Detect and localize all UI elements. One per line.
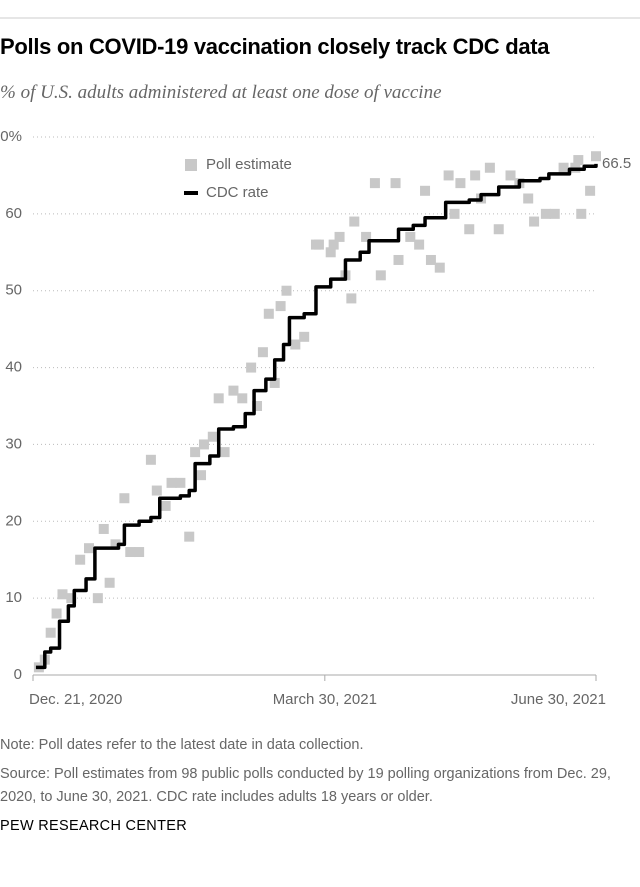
poll-point	[334, 231, 345, 242]
poll-point	[45, 627, 56, 638]
poll-point	[213, 393, 224, 404]
poll-point	[369, 178, 380, 189]
note: Note: Poll dates refer to the latest dat…	[0, 737, 364, 753]
poll-point	[275, 301, 286, 312]
poll-point	[591, 151, 601, 162]
poll-point	[98, 523, 109, 534]
poll-point	[455, 178, 466, 189]
poll-point	[443, 170, 454, 181]
poll-point	[449, 208, 460, 219]
poll-point	[166, 477, 177, 488]
poll-point	[425, 254, 436, 265]
y-tick-label: 10	[5, 589, 22, 606]
poll-point	[198, 439, 209, 450]
poll-point	[119, 493, 130, 504]
poll-point	[414, 239, 425, 250]
poll-point	[281, 285, 292, 296]
poll-point	[484, 162, 495, 173]
poll-point	[219, 447, 230, 458]
poll-point	[390, 178, 401, 189]
poll-point	[325, 247, 336, 258]
poll-point	[228, 385, 239, 396]
poll-point	[207, 431, 218, 442]
poll-point	[375, 270, 386, 281]
poll-point	[328, 239, 339, 250]
poll-point	[573, 155, 584, 166]
poll-point	[75, 554, 86, 565]
poll-point	[585, 185, 596, 196]
poll-point	[405, 231, 416, 242]
poll-point	[470, 170, 481, 181]
poll-point	[393, 254, 404, 265]
poll-point	[66, 593, 77, 604]
poll-point	[549, 208, 560, 219]
credit: PEW RESEARCH CENTER	[0, 818, 187, 834]
poll-point	[190, 447, 201, 458]
poll-point	[134, 547, 145, 558]
poll-point	[523, 193, 534, 204]
y-tick-label: 40	[5, 359, 22, 376]
poll-point	[349, 216, 360, 227]
poll-point	[346, 293, 357, 304]
poll-point	[257, 347, 268, 358]
poll-point	[529, 216, 540, 227]
y-tick-label: 60	[5, 205, 22, 222]
y-tick-label: 30	[5, 435, 22, 452]
y-tick-label: 0	[14, 666, 22, 683]
poll-point	[246, 362, 257, 373]
poll-point	[51, 608, 62, 619]
poll-point	[540, 208, 551, 219]
legend-swatch	[185, 159, 197, 171]
x-tick-label: March 30, 2021	[273, 691, 377, 708]
value-label: 66.5	[602, 155, 631, 172]
poll-point	[151, 485, 162, 496]
y-tick-label: 20	[5, 512, 22, 529]
legend-label: Poll estimate	[206, 156, 292, 173]
poll-point	[237, 393, 248, 404]
x-tick-label: June 30, 2021	[511, 691, 606, 708]
poll-point	[145, 454, 156, 465]
chart-title: Polls on COVID-19 vaccination closely tr…	[0, 34, 550, 59]
poll-point	[361, 231, 372, 242]
poll-point	[92, 593, 103, 604]
chart-subtitle: % of U.S. adults administered at least o…	[0, 82, 442, 103]
poll-point	[299, 331, 310, 342]
y-tick-label: 50	[5, 282, 22, 299]
poll-point	[160, 500, 171, 511]
poll-point	[125, 547, 136, 558]
poll-point	[558, 162, 569, 173]
poll-point	[104, 577, 115, 588]
poll-point	[505, 170, 516, 181]
poll-point	[493, 224, 504, 235]
poll-point	[290, 339, 301, 350]
poll-point	[57, 589, 68, 600]
poll-point	[313, 239, 324, 250]
poll-point	[84, 543, 95, 554]
poll-point	[420, 185, 431, 196]
poll-point	[434, 262, 445, 273]
y-tick-label: 70%	[0, 128, 22, 145]
poll-point	[110, 539, 121, 550]
poll-point	[175, 477, 186, 488]
source: Source: Poll estimates from 98 public po…	[0, 766, 611, 805]
x-tick-label: Dec. 21, 2020	[29, 691, 122, 708]
poll-point	[269, 377, 280, 388]
poll-point	[196, 470, 207, 481]
poll-point	[464, 224, 475, 235]
poll-point	[576, 208, 587, 219]
poll-point	[252, 401, 263, 411]
poll-point	[263, 308, 274, 319]
legend-label: CDC rate	[206, 184, 269, 201]
cdc-line	[35, 163, 598, 670]
poll-point	[184, 531, 195, 542]
